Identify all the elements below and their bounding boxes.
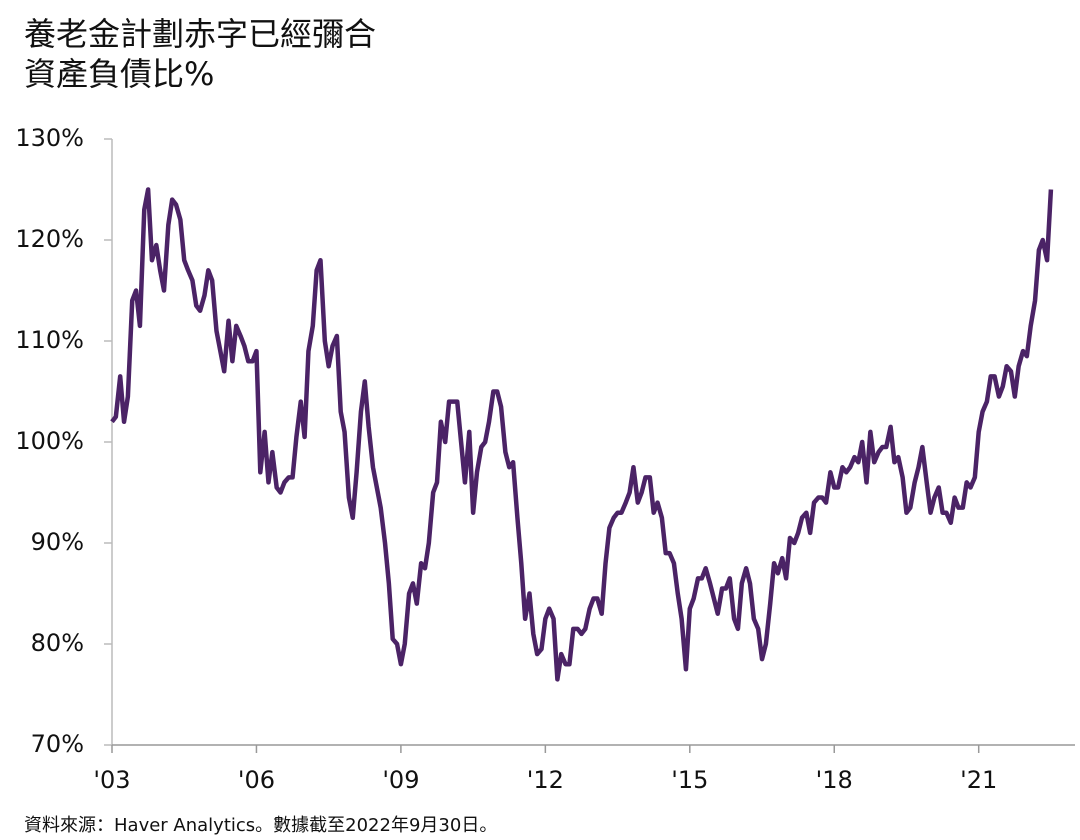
x-tick-label: '21	[960, 766, 997, 794]
x-tick-label: '03	[93, 766, 130, 794]
y-tick-label: 70%	[31, 730, 84, 758]
y-tick-label: 90%	[31, 528, 84, 556]
y-tick-label: 130%	[15, 124, 84, 152]
data-line	[110, 187, 1054, 682]
y-tick-label: 110%	[15, 326, 84, 354]
y-tick-label: 120%	[15, 225, 84, 253]
x-tick-label: '12	[527, 766, 564, 794]
chart-subtitle: 資產負債比%	[24, 55, 214, 93]
x-tick-label: '15	[671, 766, 708, 794]
source-note: 資料來源：Haver Analytics。數據截至2022年9月30日。	[24, 815, 497, 836]
x-tick-label: '09	[382, 766, 419, 794]
chart-title: 養老金計劃赤字已經彌合	[24, 15, 376, 53]
x-tick-label: '18	[816, 766, 853, 794]
x-tick-label: '06	[238, 766, 275, 794]
y-tick-label: 80%	[31, 629, 84, 657]
y-tick-label: 100%	[15, 427, 84, 455]
